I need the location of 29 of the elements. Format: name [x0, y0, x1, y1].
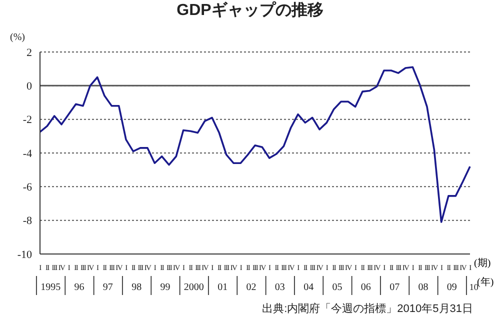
y-axis-title: (%) — [10, 32, 25, 43]
source-note: 出典:内閣府「今週の指標」2010年5月31日 — [262, 302, 473, 316]
text: 04 — [304, 282, 314, 293]
text: 1995 — [40, 282, 61, 293]
text: 01 — [218, 282, 228, 293]
text: 08 — [418, 282, 428, 293]
line-series — [39, 66, 471, 223]
text: 09 — [446, 282, 457, 293]
y-tick-label: -6 — [22, 182, 32, 194]
text: 2000 — [184, 282, 204, 293]
y-tick-label: -10 — [17, 248, 32, 261]
text: (年) — [477, 276, 494, 288]
text: 96 — [74, 282, 84, 293]
text: 99 — [160, 282, 170, 293]
chart-title: GDPギャップの推移 — [176, 0, 324, 21]
text: 98 — [132, 282, 142, 293]
y-tick-label: -8 — [22, 215, 32, 228]
text: 02 — [246, 282, 256, 293]
text: 06 — [360, 282, 371, 293]
text: 10 — [469, 282, 479, 292]
y-tick-label: 0 — [26, 80, 32, 93]
text: 07 — [390, 282, 400, 293]
text: 03 — [274, 282, 285, 293]
y-tick-label: 2 — [26, 46, 32, 59]
text: 05 — [332, 282, 342, 293]
text: (期) — [474, 256, 491, 270]
text: 97 — [102, 282, 113, 293]
y-tick-label: -4 — [22, 148, 32, 160]
y-tick-label: -2 — [22, 114, 32, 126]
